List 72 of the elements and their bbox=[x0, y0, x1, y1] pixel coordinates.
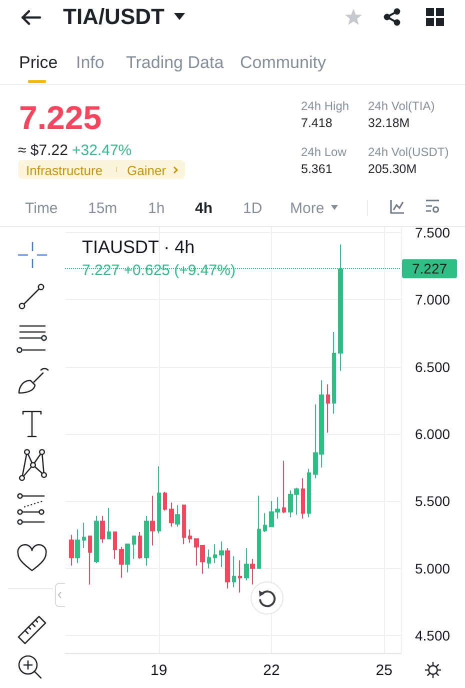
y-tick-label: 7.000 bbox=[415, 292, 450, 308]
text: TIA/USDT bbox=[63, 4, 164, 29]
candlestick bbox=[219, 540, 224, 568]
candlestick bbox=[107, 507, 111, 540]
candlestick bbox=[69, 534, 74, 566]
candlestick bbox=[163, 491, 167, 512]
text: More bbox=[290, 200, 324, 216]
text: 1h bbox=[148, 200, 165, 216]
candlestick bbox=[263, 512, 267, 533]
text: 24h High bbox=[301, 99, 350, 113]
candlestick bbox=[326, 384, 330, 434]
x-tick-label: 19 bbox=[150, 662, 168, 679]
text: Trading Data bbox=[126, 52, 224, 72]
candlestick bbox=[132, 536, 136, 560]
text: Gainer bbox=[127, 162, 166, 178]
candlestick bbox=[113, 532, 117, 560]
candlestick bbox=[244, 548, 249, 581]
y-tick-label: 5.500 bbox=[415, 493, 450, 510]
text: 1D bbox=[243, 200, 262, 216]
candlestick bbox=[307, 468, 311, 518]
text: ≈ $7.22 bbox=[18, 142, 68, 158]
candlestick bbox=[332, 331, 336, 414]
candlestick bbox=[250, 558, 255, 585]
text: TIAUSDT · 4h bbox=[82, 237, 195, 257]
candlestick bbox=[188, 528, 192, 544]
y-tick-label: 6.500 bbox=[415, 358, 450, 375]
candlestick bbox=[138, 532, 142, 560]
text: 205.30M bbox=[368, 162, 417, 176]
text: 24h Vol(TIA) bbox=[368, 99, 435, 113]
candlestick bbox=[119, 546, 124, 578]
y-tick-label: 4.500 bbox=[415, 628, 450, 644]
candlestick bbox=[144, 515, 149, 566]
text: Info bbox=[76, 52, 104, 72]
text: Price bbox=[19, 52, 58, 72]
candlestick bbox=[94, 515, 99, 564]
candlestick bbox=[82, 522, 86, 549]
candlestick bbox=[257, 495, 261, 569]
text: 5.361 bbox=[301, 162, 332, 176]
candlestick bbox=[282, 460, 286, 514]
text: Time bbox=[25, 200, 58, 216]
ref-line-label: 7.227 bbox=[412, 260, 448, 277]
text: 7.227 +0.625 (+9.47%) bbox=[82, 262, 236, 279]
candlestick bbox=[175, 504, 180, 528]
y-tick-label: 5.000 bbox=[415, 560, 450, 576]
candlestick bbox=[125, 544, 130, 573]
text: Community bbox=[240, 52, 326, 72]
text: Infrastructure bbox=[26, 162, 103, 178]
candlestick bbox=[225, 548, 230, 589]
text: 15m bbox=[88, 200, 118, 216]
text: 24h Low bbox=[301, 145, 346, 159]
candlestick bbox=[88, 536, 92, 585]
text: 7.418 bbox=[301, 116, 332, 130]
y-tick-label: 7.500 bbox=[415, 224, 450, 240]
text: 4h bbox=[195, 200, 213, 216]
candlestick bbox=[301, 478, 305, 520]
candlestick bbox=[100, 515, 105, 544]
x-tick-label: 25 bbox=[376, 662, 392, 679]
candlestick bbox=[213, 544, 217, 564]
candlestick bbox=[238, 560, 242, 594]
candlestick bbox=[232, 556, 236, 588]
candlestick bbox=[182, 504, 186, 545]
candlestick bbox=[157, 466, 161, 534]
text: 32.18M bbox=[368, 116, 410, 130]
y-tick-label: 6.000 bbox=[415, 426, 450, 442]
candlestick bbox=[207, 549, 211, 569]
text: 7.225 bbox=[19, 98, 102, 136]
candlestick bbox=[75, 528, 80, 564]
text: +32.47% bbox=[72, 142, 132, 158]
text: 24h Vol(USDT) bbox=[368, 145, 449, 159]
x-tick-label: 22 bbox=[263, 662, 280, 679]
candlestick bbox=[169, 502, 174, 528]
candlestick bbox=[150, 495, 155, 546]
